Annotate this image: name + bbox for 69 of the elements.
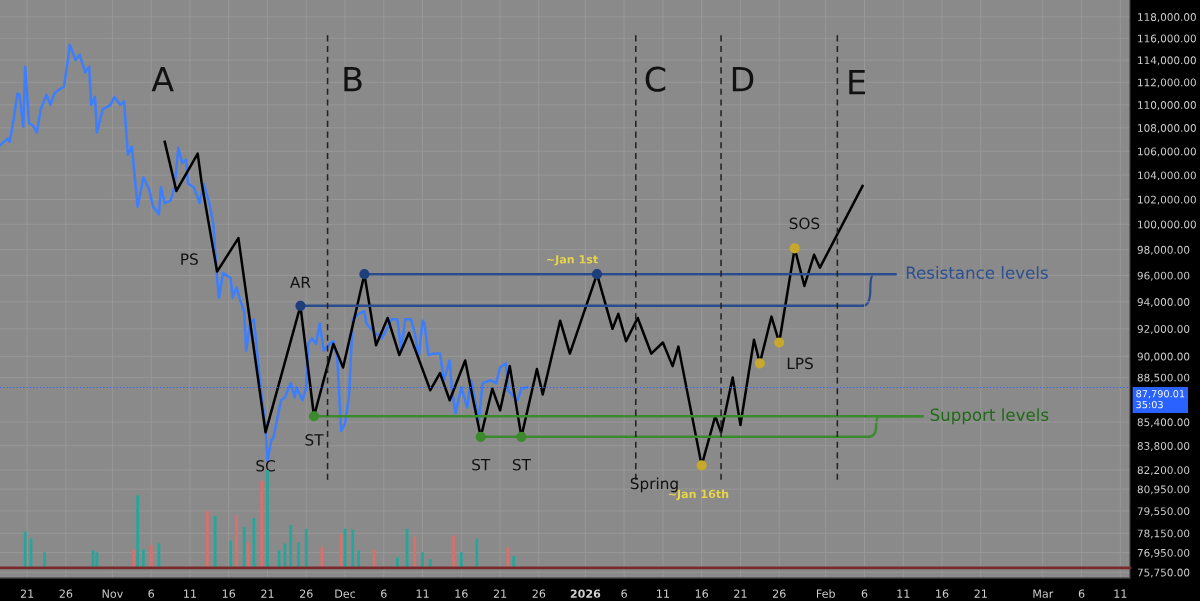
y-tick-label: 114,000.00: [1138, 56, 1196, 66]
ref-line-label: 87,790.01 35:03: [1136, 390, 1185, 409]
annotation: ST: [305, 434, 324, 446]
annotation: AR: [290, 276, 311, 288]
x-tick-label: 6: [1078, 589, 1085, 598]
x-tick-label: 6: [621, 589, 627, 598]
annotation: Resistance levels: [906, 266, 1048, 279]
x-tick-label: 6: [381, 589, 387, 598]
x-tick-label: 21: [734, 589, 747, 598]
y-tick-label: 78,150.00: [1137, 529, 1190, 539]
x-tick-label: 26: [772, 589, 786, 598]
x-tick-label: 6: [861, 589, 868, 598]
y-tick-label: 102,000.00: [1138, 195, 1196, 205]
annotation: ~Jan 1st: [546, 255, 598, 266]
y-tick-label: 104,000.00: [1138, 171, 1196, 181]
y-tick-label: 85,400.00: [1137, 418, 1190, 428]
x-tick-label: 11: [184, 589, 196, 598]
annotation: ST: [472, 458, 491, 471]
x-tick-label: 16: [936, 589, 949, 598]
annotation: LPS: [787, 357, 813, 370]
y-tick-label: 82,200.00: [1137, 466, 1190, 476]
x-tick-label: 6: [148, 589, 155, 598]
y-tick-label: 108,000.00: [1138, 124, 1196, 134]
x-tick-label: 11: [897, 589, 910, 598]
x-tick-label: 11: [1114, 589, 1127, 598]
y-tick-label: 75,750.00: [1137, 568, 1190, 578]
y-tick-label: 83,800.00: [1137, 442, 1190, 451]
y-tick-label: 118,000.00: [1138, 13, 1196, 23]
x-tick-label: 16: [695, 589, 709, 598]
x-tick-label: 21: [261, 589, 274, 598]
x-tick-label: 26: [59, 589, 73, 598]
y-tick-label: 80,950.00: [1137, 485, 1190, 495]
x-tick-label: 21: [20, 589, 34, 598]
x-tick-label: 21: [493, 589, 507, 598]
x-tick-label: 26: [300, 589, 313, 598]
x-tick-label: 26: [532, 589, 546, 598]
annotation: SOS: [789, 217, 820, 230]
y-tick-label: 106,000.00: [1138, 147, 1196, 157]
x-tick-label: 2026: [570, 589, 601, 598]
x-tick-label: 16: [455, 589, 468, 598]
y-tick-label: 110,000.00: [1138, 101, 1196, 111]
annotation: ST: [512, 458, 531, 471]
y-tick-label: 100,000.00: [1138, 220, 1196, 230]
y-tick-label: 94,000.00: [1137, 298, 1190, 308]
annotation: A: [151, 66, 174, 92]
annotation: D: [732, 66, 754, 92]
x-tick-label: Nov: [102, 589, 123, 598]
x-tick-label: 21: [974, 589, 987, 598]
x-tick-label: Dec: [335, 589, 356, 598]
x-tick-label: 11: [657, 589, 669, 598]
y-tick-label: 112,000.00: [1138, 78, 1196, 88]
annotation: PS: [181, 253, 198, 265]
x-tick-label: Mar: [1033, 589, 1054, 598]
y-tick-label: 96,000.00: [1137, 271, 1190, 281]
x-tick-label: 11: [416, 589, 429, 598]
annotation: C: [645, 66, 666, 92]
annotation: E: [849, 69, 865, 95]
annotation: Support levels: [930, 408, 1049, 425]
annotation: B: [344, 66, 362, 92]
y-tick-label: 92,000.00: [1137, 325, 1190, 334]
x-tick-label: 16: [222, 589, 236, 598]
y-tick-label: 90,000.00: [1137, 352, 1190, 362]
annotation: SC: [256, 460, 275, 472]
x-tick-label: Feb: [816, 589, 835, 598]
y-tick-label: 79,550.00: [1137, 507, 1190, 517]
y-tick-label: 116,000.00: [1138, 34, 1196, 44]
y-tick-label: 88,500.00: [1137, 373, 1190, 383]
y-tick-label: 76,950.00: [1137, 548, 1190, 558]
y-tick-label: 98,000.00: [1137, 245, 1190, 255]
